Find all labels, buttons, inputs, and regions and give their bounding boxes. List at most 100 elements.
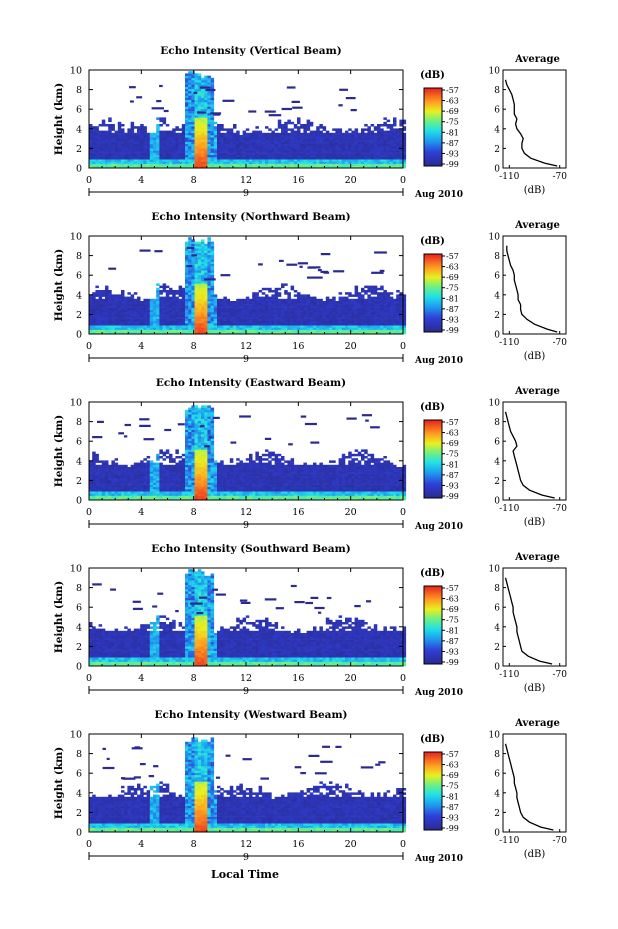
heatmap-cell	[300, 327, 304, 330]
heatmap-cell	[162, 453, 167, 457]
heatmap-cell	[137, 493, 141, 496]
heatmap-cell	[354, 161, 359, 164]
heatmap-cell	[316, 152, 320, 156]
heatmap-cell	[101, 312, 106, 315]
heatmap-cell	[306, 159, 311, 162]
heatmap-cell	[197, 246, 202, 249]
heatmap-cell	[105, 135, 109, 138]
heatmap-cell	[95, 135, 99, 138]
heatmap-cell	[111, 141, 115, 145]
heatmap-cell	[255, 312, 259, 315]
heatmap-cell	[114, 486, 119, 490]
heatmap-cell	[204, 132, 208, 136]
heatmap-cell	[89, 307, 93, 311]
heatmap-cell	[124, 157, 128, 160]
heatmap-cell	[89, 303, 93, 306]
heatmap-cell	[341, 132, 346, 136]
heatmap-cell	[105, 152, 109, 156]
heatmap-cell	[277, 126, 282, 129]
heatmap-cell	[258, 263, 263, 266]
heatmap-cell	[226, 301, 231, 304]
heatmap-cell	[194, 301, 199, 304]
heatmap-cell	[207, 261, 211, 264]
heatmap-cell	[108, 126, 112, 129]
heatmap-cell	[258, 146, 263, 149]
heatmap-cell	[213, 314, 218, 317]
heatmap-cell	[290, 331, 295, 335]
heatmap-cell	[386, 139, 391, 142]
heatmap-cell	[393, 301, 397, 304]
heatmap-cell	[287, 307, 291, 311]
heatmap-cell	[210, 270, 215, 273]
heatmap-cell	[153, 148, 157, 151]
heatmap-cell	[188, 276, 192, 280]
heatmap-cell	[255, 135, 259, 138]
heatmap-cell	[281, 141, 285, 145]
heatmap-cell	[277, 161, 282, 164]
heatmap-cell	[354, 285, 359, 289]
heatmap-cell	[175, 146, 179, 149]
heatmap-cell	[245, 298, 250, 302]
heatmap-cell	[274, 159, 279, 162]
heatmap-cell	[146, 327, 151, 330]
heatmap-cell	[338, 128, 343, 131]
heatmap-cell	[201, 301, 205, 304]
heatmap-cell	[332, 312, 336, 315]
heatmap-cell	[92, 320, 96, 324]
heatmap-cell	[341, 314, 346, 317]
heatmap-cell	[367, 312, 371, 315]
heatmap-cell	[377, 320, 381, 324]
heatmap-cell	[188, 108, 192, 112]
heatmap-cell	[348, 152, 352, 156]
heatmap-cell	[313, 143, 317, 147]
heatmap-cell	[117, 128, 122, 131]
heatmap-cell	[233, 126, 237, 129]
heatmap-cell	[101, 497, 106, 501]
heatmap-cell	[159, 124, 163, 127]
heatmap-cell	[114, 495, 119, 499]
heatmap-cell	[127, 473, 131, 477]
colorbar-tick-label: -75	[446, 284, 459, 293]
heatmap-cell	[300, 152, 304, 156]
heatmap-cell	[114, 130, 119, 134]
heatmap-cell	[146, 491, 151, 494]
heatmap-cell	[316, 135, 320, 138]
heatmap-cell	[140, 462, 144, 466]
heatmap-cell	[140, 460, 144, 463]
heatmap-cell	[204, 126, 208, 129]
heatmap-cell	[95, 139, 99, 142]
heatmap-cell	[92, 475, 96, 479]
heatmap-cell	[274, 303, 279, 306]
heatmap-cell	[185, 135, 189, 138]
heatmap-cell	[146, 152, 151, 156]
heatmap-cell	[236, 152, 240, 156]
heatmap-cell	[165, 290, 170, 293]
heatmap-cell	[188, 75, 192, 79]
heatmap-cell	[290, 161, 295, 164]
heatmap-cell	[300, 320, 304, 324]
heatmap-cell	[348, 303, 352, 306]
heatmap-cell	[286, 86, 296, 89]
heatmap-cell	[348, 318, 352, 322]
heatmap-cell	[127, 312, 131, 315]
heatmap-cell	[149, 331, 154, 335]
heatmap-cell	[165, 495, 170, 499]
heatmap-cell	[191, 265, 195, 269]
heatmap-cell	[194, 77, 199, 81]
heatmap-cell	[341, 154, 346, 158]
heatmap-cell	[165, 130, 170, 134]
heatmap-cell	[245, 141, 250, 145]
heatmap-cell	[242, 148, 247, 151]
heatmap-cell	[213, 132, 218, 136]
heatmap-cell	[297, 262, 308, 265]
heatmap-cell	[175, 296, 179, 300]
heatmap-cell	[370, 285, 375, 289]
date-label: Aug 2010	[414, 190, 463, 200]
heatmap-cell	[325, 159, 330, 162]
heatmap-cell	[306, 148, 311, 151]
heatmap-cell	[181, 128, 186, 131]
heatmap-cell	[89, 301, 93, 304]
heatmap-cell	[223, 161, 227, 164]
heatmap-cell	[313, 301, 317, 304]
heatmap-cell	[313, 163, 317, 167]
